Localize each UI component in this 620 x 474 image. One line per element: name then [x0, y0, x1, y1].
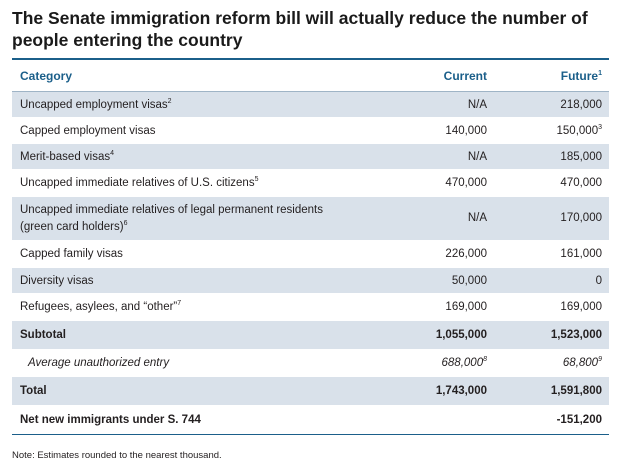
unauthorized-current-value: 688,000: [441, 357, 484, 369]
row-footnote: 4: [110, 149, 115, 157]
row-footnote: 9: [598, 356, 602, 364]
row-category-label: Uncapped immediate relatives of legal pe…: [20, 203, 323, 216]
immigration-table: Category Current Future1 Uncapped employ…: [12, 58, 609, 435]
row-category: Capped family visas: [20, 248, 123, 260]
table-row: Diversity visas 50,000 0: [12, 268, 609, 294]
table-row: Refugees, asylees, and “other”7 169,000 …: [12, 294, 609, 321]
row-footnote: 7: [177, 300, 182, 308]
row-category: Uncapped immediate relatives of legal pe…: [12, 202, 397, 236]
total-label: Total: [20, 385, 47, 397]
header-future-label: Future: [560, 68, 599, 83]
table-row: Uncapped employment visas2 N/A 218,000: [12, 92, 609, 118]
header-current: Current: [443, 68, 487, 83]
net-label: Net new immigrants under S. 744: [20, 414, 201, 426]
row-current: 140,000: [445, 124, 487, 137]
table-row: Capped family visas 226,000 161,000: [12, 241, 609, 268]
row-category-label-line2: (green card holders): [20, 220, 124, 233]
net-row: Net new immigrants under S. 744 -151,200: [12, 406, 609, 435]
row-footnote: 8: [483, 356, 487, 364]
row-category-label: Refugees, asylees, and “other”: [20, 301, 178, 313]
row-current: N/A: [467, 98, 487, 111]
row-current: 470,000: [445, 177, 487, 189]
row-current: 169,000: [445, 301, 487, 313]
row-future: 185,000: [560, 150, 602, 163]
row-footnote: 5: [254, 176, 259, 184]
subtotal-current: 1,055,000: [435, 329, 487, 341]
table-header-row: Category Current Future1: [12, 60, 609, 92]
header-future-footnote: 1: [598, 69, 602, 77]
unauthorized-future-value: 68,800: [562, 357, 599, 369]
header-future: Future1: [487, 69, 609, 83]
row-category-label: Uncapped immediate relatives of U.S. cit…: [20, 177, 255, 189]
unauthorized-row: Average unauthorized entry 688,0008 68,8…: [12, 350, 609, 377]
row-category: Merit-based visas4: [12, 149, 397, 163]
table-row: Uncapped immediate relatives of legal pe…: [12, 197, 609, 241]
net-future: -151,200: [556, 414, 602, 426]
row-current: 50,000: [451, 274, 487, 287]
row-future-value: 150,000: [556, 124, 599, 137]
row-future: 0: [595, 274, 602, 287]
row-future: 470,000: [560, 177, 602, 189]
unauthorized-label: Average unauthorized entry: [28, 357, 170, 369]
table-row: Uncapped immediate relatives of U.S. cit…: [12, 170, 609, 197]
total-current: 1,743,000: [435, 385, 487, 397]
row-future: 218,000: [560, 98, 602, 111]
row-current: N/A: [467, 212, 487, 224]
unauthorized-current: 688,0008: [397, 356, 487, 369]
header-category: Category: [20, 68, 73, 83]
row-current: N/A: [467, 150, 487, 163]
row-category-label: Uncapped employment visas: [20, 98, 168, 111]
row-footnote: 6: [123, 219, 128, 227]
row-category-label: Merit-based visas: [20, 150, 111, 163]
row-category: Capped employment visas: [20, 124, 156, 137]
row-future: 169,000: [560, 301, 602, 313]
page-title: The Senate immigration reform bill will …: [12, 8, 588, 50]
row-footnote: 2: [167, 97, 172, 105]
row-future: 150,0003: [487, 123, 609, 137]
row-future: 161,000: [560, 248, 602, 260]
total-row: Total 1,743,000 1,591,800: [12, 377, 609, 406]
row-future: 170,000: [560, 212, 602, 224]
row-current: 226,000: [445, 248, 487, 260]
subtotal-label: Subtotal: [20, 329, 66, 341]
row-category: Refugees, asylees, and “other”7: [12, 300, 397, 313]
footnote-text: Note: Estimates rounded to the nearest t…: [12, 450, 222, 461]
subtotal-future: 1,523,000: [550, 329, 602, 341]
table-row: Merit-based visas4 N/A 185,000: [12, 144, 609, 170]
row-category: Uncapped employment visas2: [12, 97, 397, 111]
row-category: Diversity visas: [20, 274, 94, 287]
total-future: 1,591,800: [550, 385, 602, 397]
table-row: Capped employment visas 140,000 150,0003: [12, 118, 609, 144]
row-footnote: 3: [598, 123, 602, 131]
subtotal-row: Subtotal 1,055,000 1,523,000: [12, 321, 609, 350]
unauthorized-future: 68,8009: [487, 356, 609, 369]
row-category: Uncapped immediate relatives of U.S. cit…: [12, 176, 397, 189]
